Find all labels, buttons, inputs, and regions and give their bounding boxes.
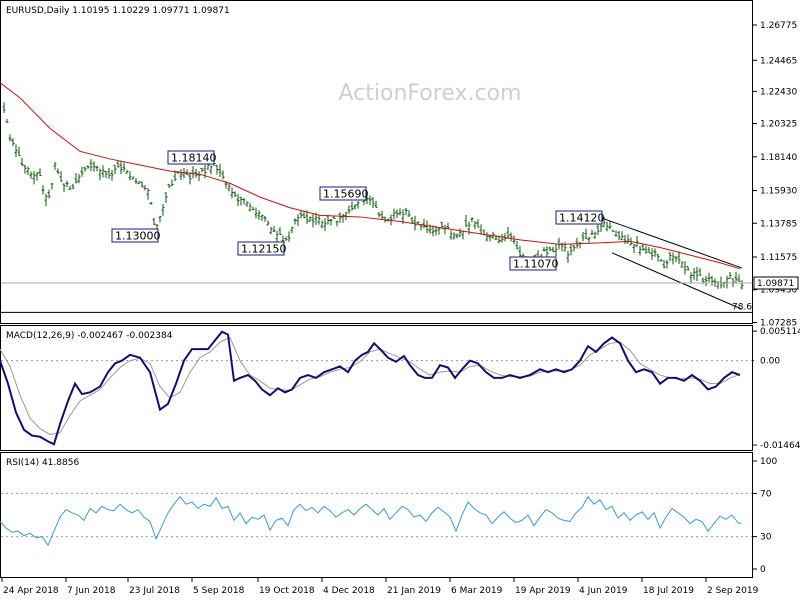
price-annotation-label: 1.11070 [513,258,559,271]
price-annotation-label: 1.18140 [171,152,217,165]
price-tick-label: 1.24465 [760,56,797,66]
price-tick-label: 1.22430 [760,87,797,97]
price-overlay-layer: 78.6 1.09871 1.18140 1.13000 1.15690 1.12150 1… [0,82,799,313]
price-tick-label: 1.15930 [760,187,797,197]
macd-panel [0,325,753,451]
watermark-text: ActionForex.com [339,81,522,106]
rsi-line [0,495,742,547]
price-panel [0,0,753,324]
macd-zero-box [754,354,798,367]
current-price-label: 1.09871 [757,279,794,289]
x-tick-label: 2 Sep 2019 [707,586,759,596]
macd-layer: 0.0051140.00-0.0146470.00 [0,327,800,451]
macd-zero-label: 0.00 [760,357,780,367]
x-axis: 24 Apr 2018 7 Jun 2018 23 Jul 2018 5 Sep 20… [1,577,759,596]
x-tick-label: 19 Oct 2018 [259,586,315,596]
x-tick-label: 18 Jul 2019 [643,586,694,596]
rsi-panel [0,452,753,578]
price-annotation-box [555,210,603,225]
price-annotation-label: 1.12150 [241,243,287,256]
price-tick-label: 1.18140 [760,153,797,163]
price-annotation-label: 1.15690 [323,188,369,201]
price-annotation-box [167,150,215,165]
macd-line [0,330,741,446]
price-annotation-label: 1.14120 [559,212,605,225]
price-panel-title: EURUSD,Daily 1.10195 1.10229 1.09771 1.0… [6,6,230,16]
macd-tick-label: -0.014647 [760,441,800,451]
rsi-tick-label: 30 [760,533,772,543]
price-tick-label: 1.13785 [760,219,797,229]
price-tick-label: 1.07285 [760,318,797,328]
x-tick-label: 5 Sep 2018 [193,586,245,596]
moving-average-line [0,82,741,270]
price-tick-label: 1.09430 [760,286,797,296]
x-tick-label: 19 Apr 2019 [515,586,571,596]
price-tick-label: 1.26775 [760,21,797,31]
x-tick-label: 4 Jun 2019 [579,586,628,596]
x-tick-label: 24 Apr 2018 [3,586,59,596]
channel-upper-line [601,217,743,269]
price-annotation-box [319,186,367,201]
x-tick-label: 21 Jan 2019 [387,586,441,596]
price-annotation-box [237,241,285,256]
rsi-layer: 100 70 30 0 [0,457,777,575]
macd-signal-line [0,336,741,435]
channel-lower-line [611,252,743,310]
price-annotation-label: 1.13000 [115,230,161,243]
rsi-tick-label: 100 [760,457,777,467]
price-tick-label: 1.20325 [760,119,797,129]
rsi-panel-title: RSI(14) 41.8856 [6,458,79,468]
fib-level-label: 78.6 [732,302,752,312]
macd-tick-label: 0.005114 [760,327,800,337]
x-tick-label: 4 Dec 2018 [323,586,375,596]
x-tick-label: 7 Jun 2018 [67,586,116,596]
price-annotation-box [509,256,557,271]
macd-panel-title: MACD(12,26,9) -0.002467 -0.002384 [6,331,173,341]
rsi-tick-label: 0 [760,565,766,575]
current-price-box [753,276,799,290]
rsi-tick-label: 70 [760,489,772,499]
price-bars-layer [2,102,744,290]
price-annotation-box [111,228,159,243]
price-axis: 1.26775 1.24465 1.22430 1.20325 1.18140 1.159… [752,21,797,328]
x-tick-label: 23 Jul 2018 [129,586,180,596]
x-tick-label: 6 Mar 2019 [451,586,503,596]
price-tick-label: 1.11575 [760,253,797,263]
